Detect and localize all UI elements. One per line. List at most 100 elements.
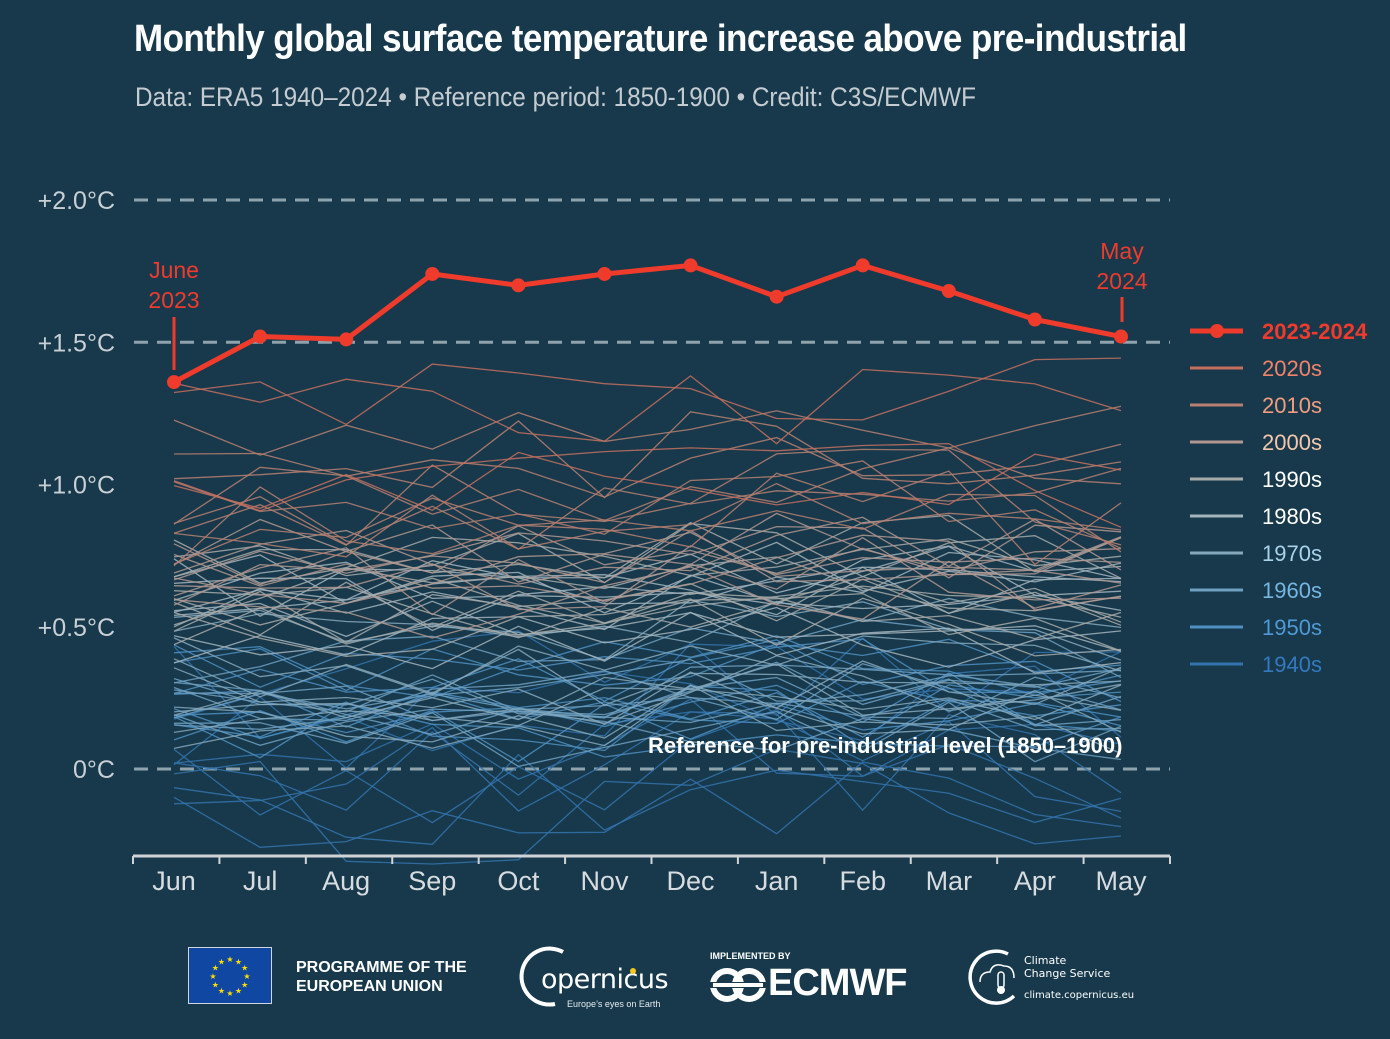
eu-line2: EUROPEAN UNION [296, 978, 443, 995]
eu-star-icon: ★ [241, 964, 248, 973]
c3s-label: Climate Change Service [1024, 954, 1110, 980]
copernicus-logo: opernicus Europe’s eyes on Earth [515, 946, 685, 1010]
ecmwf-name: ECMWF [768, 962, 908, 1004]
decade-line-1940s [173, 748, 1122, 865]
x-tick-label: Aug [322, 866, 370, 896]
highlight-line [172, 262, 1122, 385]
decade-line-1970s [173, 684, 1122, 734]
x-tick-label: May [1095, 866, 1147, 896]
decade-line-2000s [173, 531, 1122, 604]
legend-label-1950s: 1950s [1262, 615, 1322, 640]
decade-line-1990s [173, 536, 1122, 584]
decade-line-1990s [173, 581, 1122, 640]
eu-star-icon: ★ [235, 987, 242, 996]
decade-line-1950s [173, 702, 1122, 763]
eu-star-icon: ★ [212, 964, 219, 973]
decade-line-1990s [173, 592, 1122, 652]
eu-programme-label: PROGRAMME OF THE EUROPEAN UNION [296, 958, 467, 996]
legend-label-2020s: 2020s [1262, 356, 1322, 381]
decade-line-2000s [173, 516, 1122, 585]
decade-line-2000s [173, 560, 1122, 639]
eu-flag-icon: ★ ★ ★ ★ ★ ★ ★ ★ ★ ★ ★ ★ [188, 947, 272, 1004]
y-tick-label: 0°C [73, 756, 115, 784]
x-tick-label: Feb [839, 866, 886, 896]
annotations: June 2023 May 2024 [148, 238, 1148, 370]
ecmwf-implemented-by: IMPLEMENTED BY [710, 951, 791, 961]
decade-line-1970s [173, 663, 1122, 721]
decade-line-2010s [173, 467, 1122, 551]
decade-line-2010s [173, 460, 1122, 549]
x-tick-label: Jun [152, 866, 196, 896]
highlight-point-jan [769, 289, 784, 304]
decade-line-1970s [173, 597, 1122, 644]
end-annotation-line1: May [1100, 238, 1144, 264]
decade-line-1980s [173, 574, 1122, 631]
decade-line-1970s [173, 660, 1122, 726]
legend-label-1980s: 1980s [1262, 504, 1322, 529]
c3s-thermometer-cloud-icon [968, 949, 1016, 1005]
decade-line-2010s [173, 486, 1122, 567]
chart-subtitle: Data: ERA5 1940–2024 • Reference period:… [135, 82, 976, 112]
decade-line-2010s [173, 482, 1122, 558]
decade-line-1950s [173, 638, 1122, 694]
legend-label-1940s: 1940s [1262, 652, 1322, 677]
highlight-point-jul [253, 329, 268, 344]
c3s-line1: Climate [1024, 954, 1067, 967]
highlight-point-nov [597, 266, 612, 281]
c3s-url: climate.copernicus.eu [1024, 990, 1135, 1001]
decade-line-2020s [173, 451, 1122, 512]
decade-line-2010s [173, 448, 1122, 546]
legend-label-1970s: 1970s [1262, 541, 1322, 566]
highlight-point-mar [941, 284, 956, 299]
eu-star-icon: ★ [218, 957, 225, 966]
decade-line-2000s [173, 536, 1122, 616]
y-tick-label: +1.5°C [38, 329, 115, 357]
legend: 2023-2024 2020s 2010s 2000s 1990s 1980s 1970s 1… [1190, 319, 1368, 677]
highlight-point-feb [855, 258, 870, 273]
decade-line-2010s [173, 411, 1122, 499]
legend-label-2000s: 2000s [1262, 430, 1322, 455]
decade-line-2010s [173, 405, 1122, 456]
decade-line-1960s [173, 701, 1122, 768]
eu-star-icon: ★ [226, 989, 233, 998]
decade-line-2010s [173, 447, 1122, 525]
decade-line-1940s [173, 665, 1122, 769]
highlight-point-may [1114, 329, 1128, 344]
copernicus-dot-icon [630, 968, 636, 974]
highlight-point-jun [167, 375, 181, 390]
decade-line-1970s [173, 635, 1122, 696]
decade-line-1950s [173, 639, 1122, 703]
decade-line-1960s [173, 708, 1122, 761]
x-tick-label: Nov [580, 866, 629, 896]
end-annotation-line2: 2024 [1096, 268, 1147, 294]
eu-star-icon: ★ [218, 987, 225, 996]
copernicus-arc-icon [519, 946, 564, 1007]
highlight-point-aug [339, 332, 354, 347]
decade-line-1980s [173, 551, 1122, 613]
decade-line-1940s [173, 630, 1122, 720]
footer-logos: ★ ★ ★ ★ ★ ★ ★ ★ ★ ★ ★ ★ PROGRAMME OF THE EUROPEAN U… [0, 940, 1390, 1020]
decade-line-2000s [173, 534, 1122, 611]
grid-lines [134, 198, 1170, 771]
decade-line-1960s [173, 664, 1122, 722]
decade-line-1990s [173, 575, 1122, 639]
decade-line-1960s [173, 658, 1122, 727]
copernicus-name: opernicus [541, 964, 669, 995]
decade-line-1950s [173, 685, 1122, 752]
legend-marker-2023-2024 [1210, 324, 1224, 338]
chart: 0°C +0.5°C +1.0°C +1.5°C +2.0°C Jun Jul Aug Sep… [38, 187, 1368, 896]
decade-line-1990s [173, 514, 1122, 579]
eu-star-icon: ★ [241, 981, 248, 990]
highlight-point-apr [1027, 312, 1042, 327]
decade-line-2010s [173, 436, 1122, 498]
eu-star-icon: ★ [212, 981, 219, 990]
copernicus-tagline: Europe’s eyes on Earth [567, 999, 661, 1009]
decade-lines [173, 357, 1122, 865]
decade-line-2020s [173, 368, 1122, 445]
x-tick-label: Apr [1014, 866, 1056, 896]
decade-line-1980s [173, 606, 1122, 668]
decade-line-1940s [173, 761, 1122, 848]
ecmwf-symbol-icon [710, 968, 766, 1002]
y-tick-label: +0.5°C [38, 614, 115, 642]
eu-star-icon: ★ [209, 972, 216, 981]
